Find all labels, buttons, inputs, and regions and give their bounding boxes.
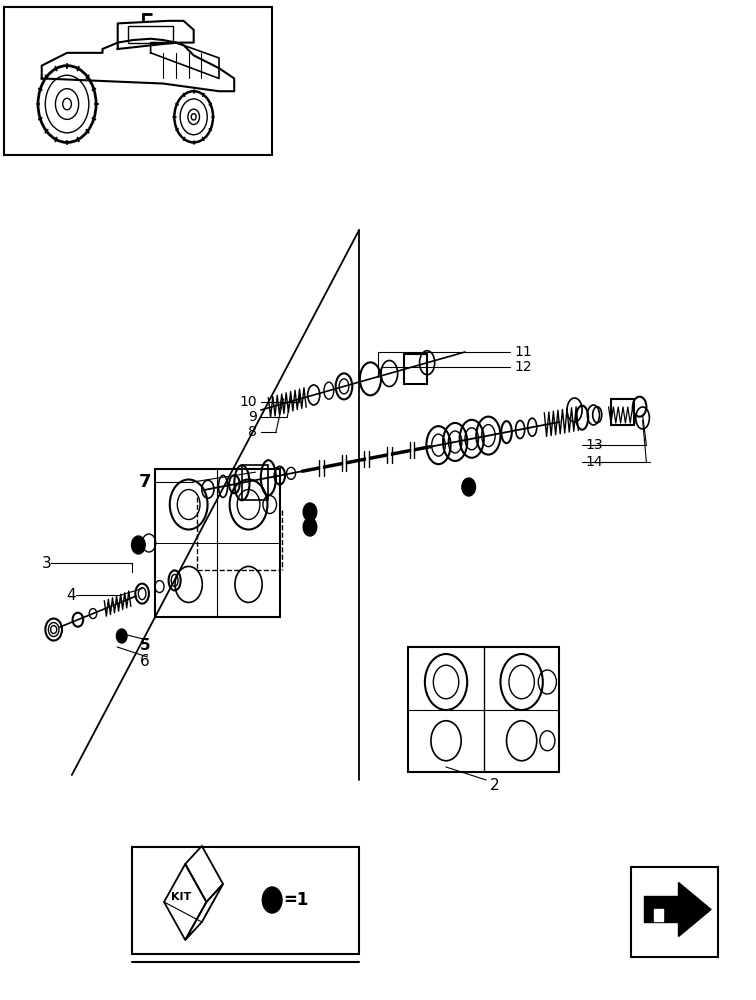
Bar (408, 647, 559, 772)
Circle shape (132, 536, 145, 554)
Text: 4: 4 (67, 587, 76, 602)
Text: 6: 6 (140, 654, 150, 670)
Bar (404, 354, 427, 384)
Bar (631, 867, 718, 957)
Text: 9: 9 (248, 410, 257, 424)
Text: 10: 10 (240, 395, 257, 409)
Text: 14: 14 (586, 455, 603, 469)
Bar (128, 26, 173, 43)
Text: 7: 7 (138, 473, 151, 491)
Bar (132, 847, 359, 954)
Bar (4, 7, 272, 155)
Text: 2: 2 (490, 778, 500, 792)
Circle shape (303, 518, 317, 536)
Text: 5: 5 (140, 638, 150, 652)
Bar (611, 399, 634, 425)
Bar (242, 465, 268, 500)
Polygon shape (653, 908, 664, 920)
Circle shape (116, 629, 127, 643)
Text: 13: 13 (586, 438, 603, 452)
Bar (155, 469, 280, 617)
Text: KIT: KIT (172, 892, 191, 902)
Circle shape (262, 887, 282, 913)
Circle shape (462, 478, 476, 496)
Text: 11: 11 (514, 345, 531, 359)
Text: 12: 12 (514, 360, 531, 374)
Text: 3: 3 (42, 556, 51, 570)
Text: 8: 8 (248, 425, 257, 439)
Circle shape (303, 503, 317, 521)
Text: =1: =1 (284, 891, 309, 909)
Polygon shape (644, 882, 711, 936)
